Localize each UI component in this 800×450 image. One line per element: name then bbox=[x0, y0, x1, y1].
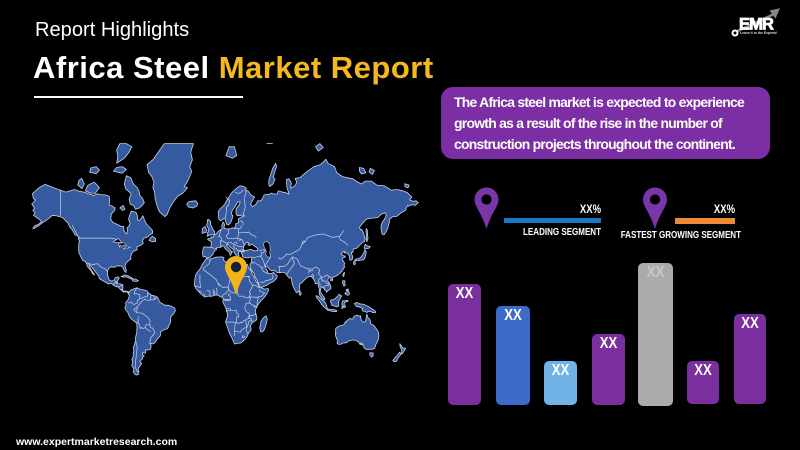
svg-text:Leave it to the Experts!: Leave it to the Experts! bbox=[740, 31, 777, 35]
svg-text:EMR: EMR bbox=[739, 15, 774, 33]
